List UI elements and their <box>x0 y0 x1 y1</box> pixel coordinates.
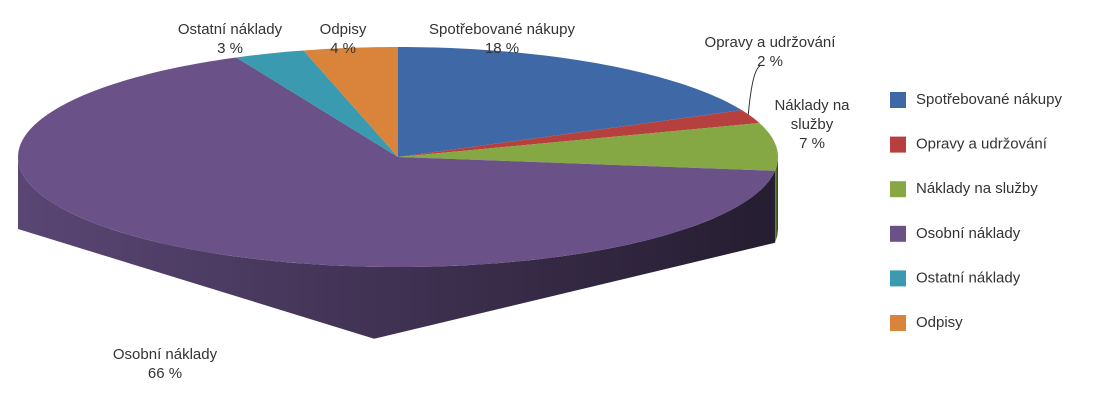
sides <box>18 157 778 339</box>
slice <box>236 50 398 157</box>
data-label: Spotřebované nákupy 18 % <box>392 20 612 58</box>
legend-label: Odpisy <box>916 314 963 331</box>
slice-side <box>18 157 775 339</box>
label-value: 18 % <box>484 40 520 57</box>
legend-swatch <box>890 92 906 108</box>
legend-label: Ostatní náklady <box>916 269 1021 286</box>
slice-side <box>775 157 778 243</box>
data-label: Náklady na služby 7 % <box>767 96 857 153</box>
legend-label: Osobní náklady <box>916 225 1021 242</box>
legend-label: Náklady na služby <box>916 180 1038 197</box>
label-name: Odpisy <box>319 21 367 38</box>
slice <box>398 123 778 171</box>
legend-label: Opravy a udržování <box>916 136 1048 153</box>
data-label: Odpisy 4 % <box>293 20 393 58</box>
leader-line <box>747 65 761 119</box>
data-label: Ostatní náklady 3 % <box>150 20 310 58</box>
data-label: Osobní náklady 66 % <box>85 345 245 383</box>
legend-swatch <box>890 315 906 331</box>
label-name: Osobní náklady <box>112 346 218 363</box>
label-value: 7 % <box>799 135 825 152</box>
legend-label: Spotřebované nákupy <box>916 91 1062 108</box>
label-name: Ostatní náklady <box>177 21 283 38</box>
legend-swatch <box>890 136 906 153</box>
label-name: Spotřebované nákupy <box>429 21 575 38</box>
slice <box>398 110 760 157</box>
label-value: 3 % <box>217 40 243 57</box>
slice <box>398 47 742 157</box>
label-name: Opravy a udržování <box>704 34 836 51</box>
slice <box>18 57 775 267</box>
tops <box>18 47 778 267</box>
label-value: 4 % <box>330 40 356 57</box>
legend-swatch <box>890 181 906 198</box>
label-value: 2 % <box>757 53 783 70</box>
label-name: Náklady na služby <box>774 97 850 133</box>
data-label: Opravy a udržování 2 % <box>680 33 860 71</box>
label-value: 66 % <box>147 365 183 382</box>
slice <box>303 47 398 157</box>
legend-swatch <box>890 270 906 287</box>
legend-swatch <box>890 225 906 242</box>
